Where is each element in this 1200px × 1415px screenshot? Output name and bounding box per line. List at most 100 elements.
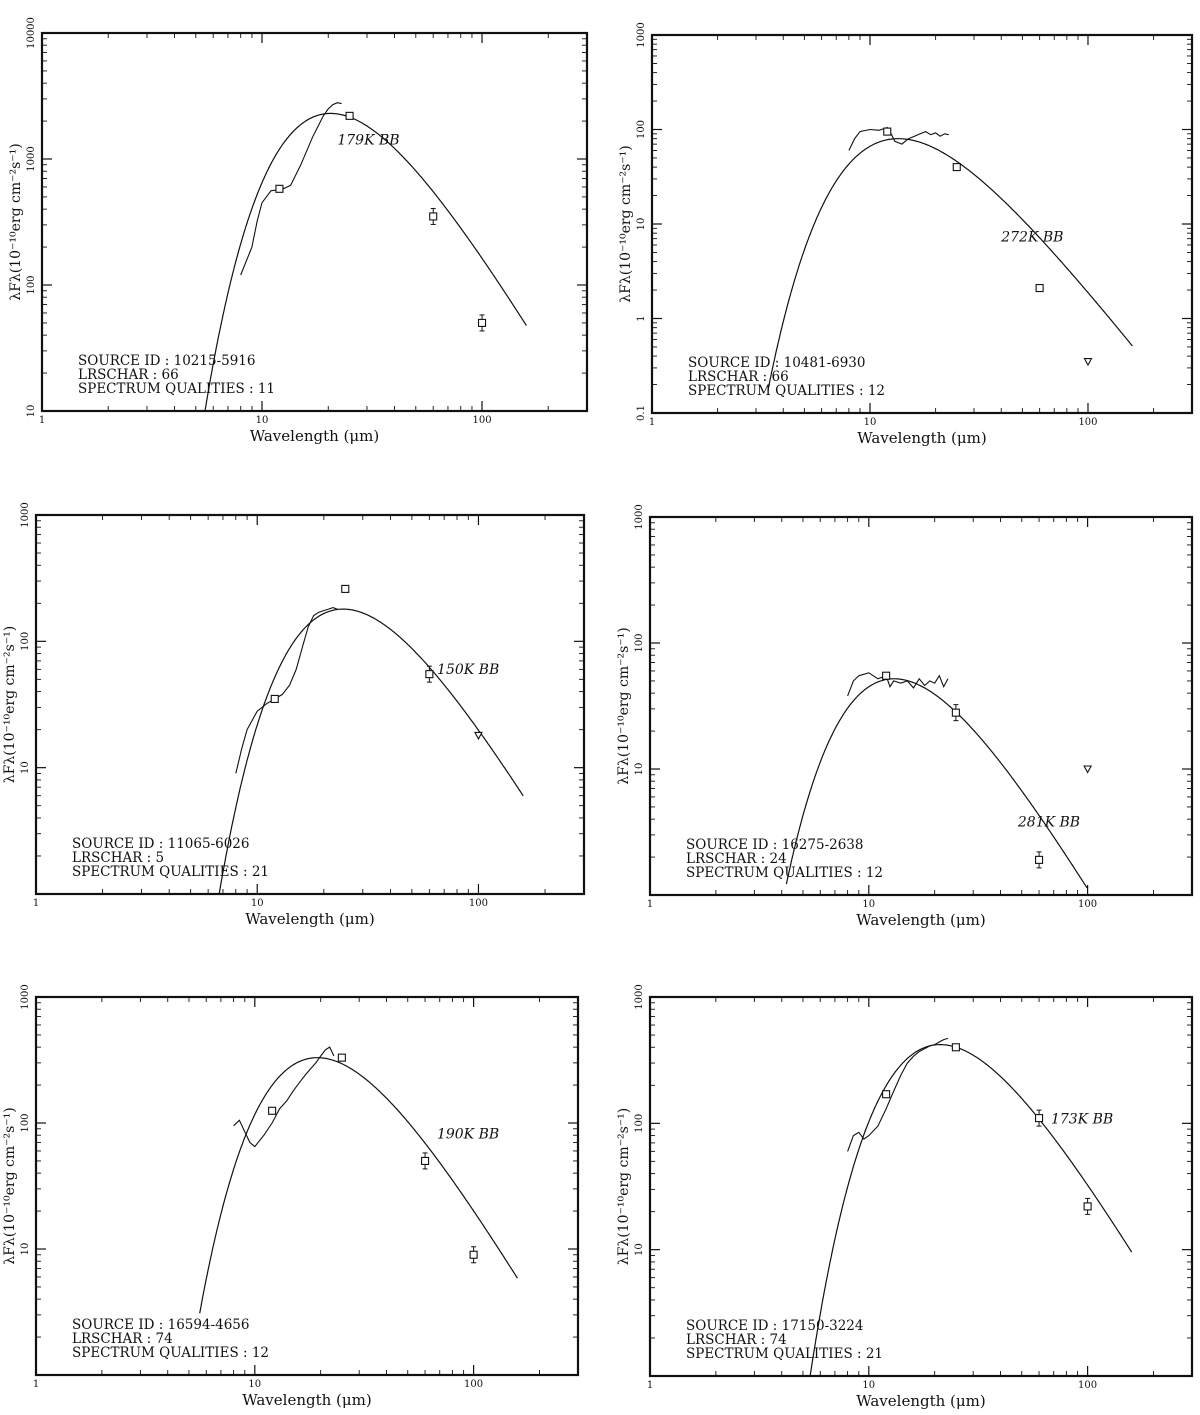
x-tick-label: 10 — [862, 899, 875, 910]
x-axis-label: Wavelength (μm) — [857, 429, 986, 447]
x-axis-label: Wavelength (μm) — [856, 1392, 985, 1410]
x-tick-label: 1 — [647, 899, 653, 910]
iras-flux-marker — [951, 1043, 960, 1052]
x-axis-label: Wavelength (μm) — [250, 427, 379, 445]
iras-flux-marker — [1035, 1114, 1044, 1123]
y-tick-label: 1000 — [634, 984, 645, 1009]
iras-flux-marker — [477, 318, 487, 327]
y-tick-label: 10 — [20, 761, 31, 774]
y-tick-label: 100 — [634, 1114, 645, 1133]
x-axis-label: Wavelength (μm) — [856, 911, 985, 929]
y-tick-label: 10 — [634, 763, 645, 776]
lrs-spectrum — [847, 1037, 949, 1152]
x-tick-label: 10 — [864, 417, 877, 428]
lrs-spectrum — [233, 1046, 335, 1148]
y-tick-label: 100 — [26, 275, 37, 294]
iras-flux-marker — [883, 127, 892, 136]
y-axis-label: λFλ(10⁻¹⁰erg cm⁻²s⁻¹) — [8, 143, 24, 301]
y-tick-label: 10000 — [26, 17, 37, 49]
blackbody-curve — [809, 1044, 1133, 1376]
x-tick-label: 10 — [251, 898, 264, 909]
x-tick-label: 100 — [1078, 1380, 1097, 1391]
iras-flux-marker — [1035, 284, 1044, 293]
upper-limit-marker — [1083, 358, 1093, 367]
source-info-line: LRSCHAR : 74 — [686, 1332, 787, 1348]
iras-flux-marker — [345, 111, 354, 120]
x-tick-label: 10 — [248, 1379, 261, 1390]
sed-panel-6: 1 10 100 10 100 1000 Wavelength (μm) λFλ(10⁻¹⁰e… — [616, 984, 1194, 1410]
source-info-line: LRSCHAR : 5 — [72, 850, 164, 866]
plot-frame — [648, 995, 1194, 1378]
y-tick-label: 1000 — [26, 146, 37, 171]
sed-panel-4: 1 10 100 10 100 1000 Wavelength (μm) λFλ(10⁻¹⁰e… — [616, 504, 1194, 929]
iras-flux-marker — [469, 1250, 478, 1259]
iras-flux-marker — [882, 1090, 891, 1099]
y-tick-label: 100 — [20, 632, 31, 651]
blackbody-curve — [785, 678, 1088, 889]
source-info-line: SPECTRUM QUALITIES : 12 — [688, 383, 885, 399]
blackbody-curve — [767, 138, 1133, 391]
source-info-line: SOURCE ID : 10215-5916 — [78, 353, 255, 369]
x-tick-label: 100 — [472, 415, 491, 426]
iras-flux-marker — [270, 694, 279, 703]
y-axis-label: λFλ(10⁻¹⁰erg cm⁻²s⁻¹) — [2, 626, 18, 784]
sed-panel-3: 1 10 100 10 100 1000 Wavelength (μm) λFλ(10⁻¹⁰e… — [2, 502, 586, 928]
y-tick-label: 10 — [26, 405, 37, 418]
iras-flux-marker — [275, 184, 284, 193]
source-info-line: LRSCHAR : 66 — [688, 369, 789, 385]
y-tick-label: 10 — [634, 1243, 645, 1256]
source-info-line: SOURCE ID : 17150-3224 — [686, 1318, 863, 1334]
x-tick-label: 1 — [647, 1380, 653, 1391]
source-info-line: LRSCHAR : 24 — [686, 851, 787, 867]
x-axis-label: Wavelength (μm) — [242, 1391, 371, 1409]
blackbody-label: 150K BB — [437, 662, 499, 678]
x-tick-label: 100 — [469, 898, 488, 909]
y-axis-label: λFλ(10⁻¹⁰erg cm⁻²s⁻¹) — [618, 145, 634, 303]
y-tick-label: 1000 — [636, 22, 647, 47]
x-tick-label: 10 — [862, 1380, 875, 1391]
plot-frame — [34, 513, 586, 896]
iras-flux-marker — [1083, 1202, 1092, 1211]
y-tick-label: 100 — [636, 120, 647, 139]
source-info-line: LRSCHAR : 74 — [72, 1331, 173, 1347]
upper-limit-marker — [1083, 765, 1093, 774]
source-info-line: SOURCE ID : 16594-4656 — [72, 1317, 249, 1333]
iras-flux-marker — [341, 584, 350, 593]
y-axis-label: λFλ(10⁻¹⁰erg cm⁻²s⁻¹) — [2, 1107, 18, 1265]
y-tick-label: 1000 — [20, 502, 31, 527]
x-tick-label: 100 — [1078, 417, 1097, 428]
iras-flux-marker — [952, 163, 961, 172]
blackbody-label: 281K BB — [1017, 814, 1080, 830]
y-tick-label: 100 — [20, 1113, 31, 1132]
sed-panel-5: 1 10 100 10 100 1000 Wavelength (μm) λFλ(10⁻¹⁰e… — [2, 984, 580, 1409]
y-tick-label: 10 — [20, 1243, 31, 1256]
plot-frame — [34, 995, 580, 1377]
source-info-line: SOURCE ID : 16275-2638 — [686, 837, 863, 853]
y-tick-label: 1 — [636, 315, 647, 321]
lrs-spectrum — [848, 126, 949, 151]
blackbody-curve — [204, 112, 527, 411]
source-info-line: SPECTRUM QUALITIES : 12 — [72, 1345, 269, 1361]
iras-flux-marker — [425, 670, 434, 679]
iras-flux-marker — [1035, 855, 1044, 864]
x-axis-label: Wavelength (μm) — [245, 910, 374, 928]
iras-flux-marker — [337, 1053, 346, 1062]
x-tick-label: 1 — [33, 898, 39, 909]
plot-frame — [648, 515, 1194, 897]
blackbody-curve — [218, 608, 524, 894]
y-tick-label: 10 — [636, 218, 647, 231]
x-tick-label: 1 — [33, 1379, 39, 1390]
x-tick-label: 100 — [464, 1379, 483, 1390]
iras-flux-marker — [421, 1156, 430, 1165]
iras-flux-marker — [882, 671, 891, 680]
source-info-line: SOURCE ID : 10481-6930 — [688, 355, 865, 371]
y-tick-label: 0.1 — [636, 405, 647, 421]
source-info-line: SPECTRUM QUALITIES : 21 — [686, 1346, 883, 1362]
iras-flux-marker — [951, 708, 960, 717]
plot-frame — [40, 31, 589, 413]
blackbody-label: 179K BB — [337, 133, 399, 149]
